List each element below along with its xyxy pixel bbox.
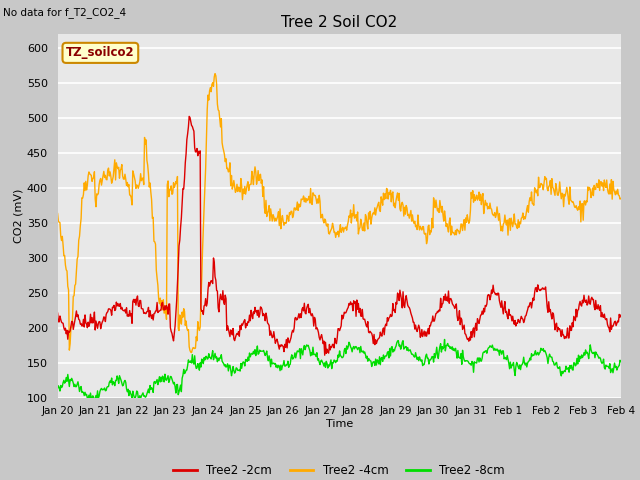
Y-axis label: CO2 (mV): CO2 (mV) — [14, 189, 24, 243]
Text: No data for f_T2_CO2_4: No data for f_T2_CO2_4 — [3, 7, 126, 18]
X-axis label: Time: Time — [326, 419, 353, 429]
Legend: Tree2 -2cm, Tree2 -4cm, Tree2 -8cm: Tree2 -2cm, Tree2 -4cm, Tree2 -8cm — [168, 459, 510, 480]
Text: TZ_soilco2: TZ_soilco2 — [66, 47, 134, 60]
Title: Tree 2 Soil CO2: Tree 2 Soil CO2 — [281, 15, 397, 30]
